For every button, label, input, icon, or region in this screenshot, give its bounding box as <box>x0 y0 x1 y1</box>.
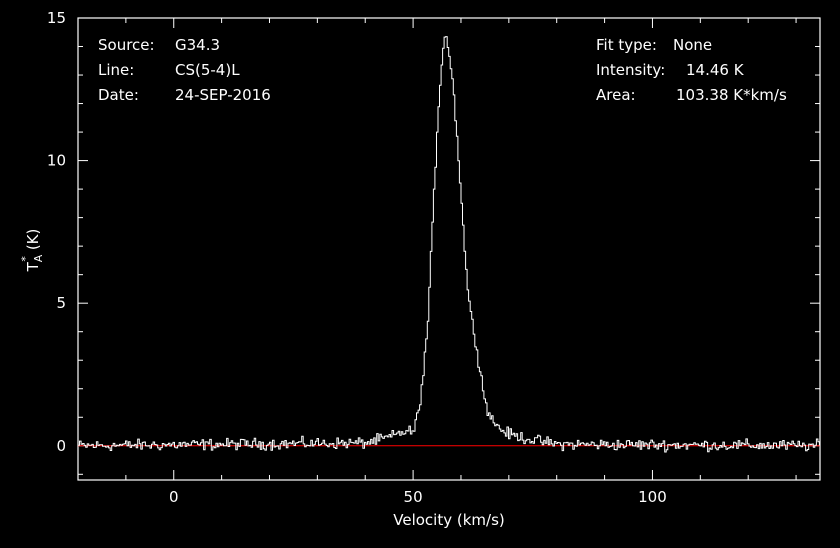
axis-ticks <box>77 17 820 480</box>
axis-tick-labels: 0 50 100 0 5 10 15 <box>47 9 667 506</box>
y-tick-label: 10 <box>47 152 66 170</box>
info-intensity-label: Intensity: <box>596 61 665 79</box>
info-date-value: 24-SEP-2016 <box>175 86 271 104</box>
info-line-label: Line: <box>98 61 134 79</box>
info-source-value: G34.3 <box>175 36 220 54</box>
x-tick-label: 0 <box>169 488 179 506</box>
x-axis-label: Velocity (km/s) <box>393 511 504 529</box>
info-date-label: Date: <box>98 86 139 104</box>
info-area-value: 103.38 K*km/s <box>676 86 787 104</box>
info-area-label: Area: <box>596 86 636 104</box>
x-tick-label: 50 <box>404 488 423 506</box>
spectrum-line <box>78 36 820 453</box>
y-tick-label: 0 <box>56 437 66 455</box>
y-axis-label-unit: (K) <box>24 229 42 251</box>
y-axis-label-sup: * <box>19 256 32 262</box>
y-axis-label-sub: A <box>32 254 45 262</box>
info-source-label: Source: <box>98 36 155 54</box>
plot-frame <box>77 17 821 481</box>
y-axis-label-main: T <box>24 261 42 272</box>
info-intensity-value: 14.46 K <box>686 61 745 79</box>
info-fit-label: Fit type: <box>596 36 657 54</box>
info-line-value: CS(5-4)L <box>175 61 240 79</box>
y-tick-label: 15 <box>47 9 66 27</box>
y-tick-label: 5 <box>56 294 66 312</box>
y-axis-label: TA* (K) <box>19 229 45 273</box>
x-tick-label: 100 <box>638 488 667 506</box>
svg-text:TA*(K): TA* (K) <box>19 229 45 273</box>
info-fit-value: None <box>673 36 712 54</box>
